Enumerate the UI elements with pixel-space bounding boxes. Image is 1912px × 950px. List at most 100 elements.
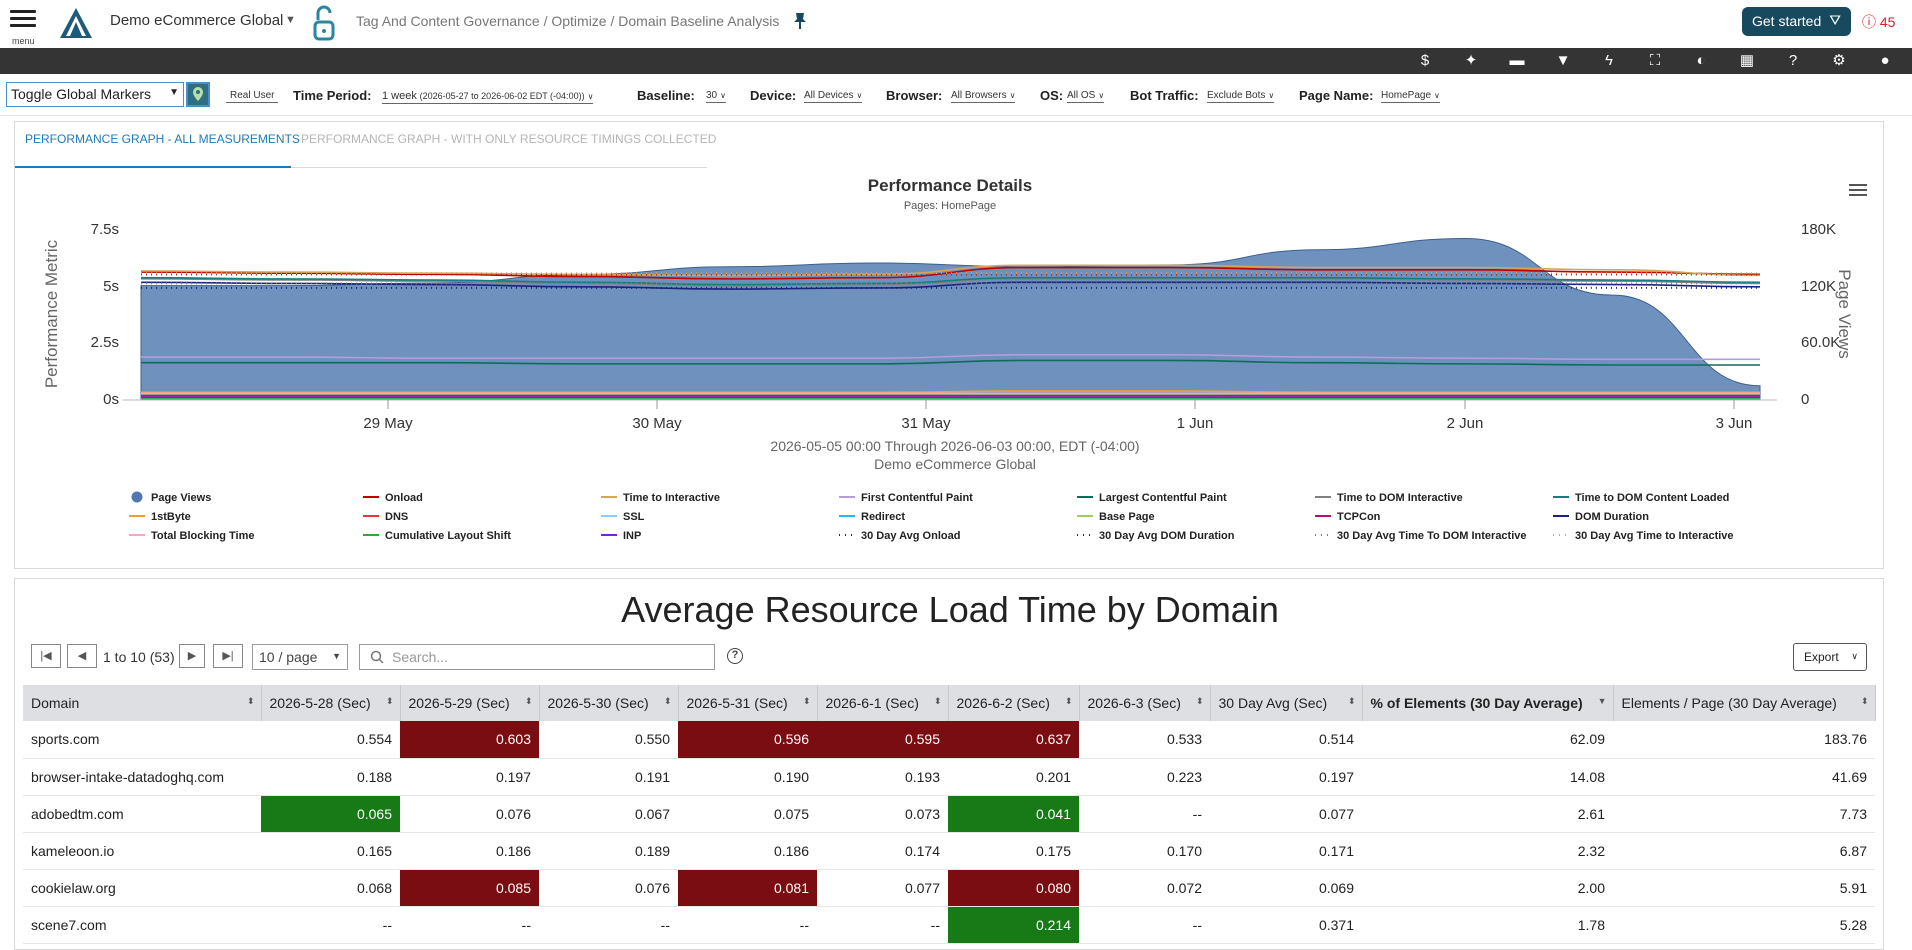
legend-item-label[interactable]: SSL xyxy=(623,511,645,523)
device-select[interactable]: All Devices ∨ xyxy=(804,90,863,103)
legend-item-label[interactable]: 30 Day Avg Time To DOM Interactive xyxy=(1337,530,1527,542)
org-selector[interactable]: Demo eCommerce Global xyxy=(110,12,284,29)
legend-item-label[interactable]: DOM Duration xyxy=(1575,511,1649,523)
get-started-button[interactable]: Get started ⛛ xyxy=(1742,7,1851,36)
sort-icon[interactable]: ⬍ xyxy=(385,696,394,706)
value-cell: 0.595 xyxy=(817,721,948,759)
bot-traffic-value: Exclude Bots xyxy=(1207,90,1266,101)
table-row[interactable]: cookielaw.org 0.068 0.085 0.076 0.081 0.077 0.… xyxy=(23,869,1875,907)
export-button[interactable]: Export ∨ xyxy=(1793,643,1867,671)
column-header[interactable]: Elements / Page (30 Day Average) ⬍ xyxy=(1613,685,1876,721)
tab-resource-timings[interactable]: PERFORMANCE GRAPH - WITH ONLY RESOURCE T… xyxy=(301,132,717,146)
lightning-icon[interactable]: ϟ xyxy=(1605,52,1613,69)
menu-button[interactable]: menu xyxy=(10,6,38,46)
chevron-down-icon: ▼ xyxy=(169,87,179,98)
search-input[interactable]: Search... xyxy=(359,644,715,670)
chart-caption-range: 2026-05-05 00:00 Through 2026-06-03 00:0… xyxy=(770,438,1139,454)
marker-pin-button[interactable] xyxy=(186,82,210,107)
fullscreen-icon[interactable]: ⛶ xyxy=(1649,52,1661,69)
sort-icon[interactable]: ⬍ xyxy=(1195,696,1204,706)
filter-icon[interactable]: ▼ xyxy=(1555,52,1571,69)
column-header[interactable]: 2026-5-31 (Sec) ⬍ xyxy=(678,685,818,721)
prev-page-button[interactable]: ◀ xyxy=(67,644,97,668)
y2-axis-label: Page Views xyxy=(1835,269,1854,358)
user-icon[interactable]: ● xyxy=(1880,52,1890,69)
column-header[interactable]: % of Elements (30 Day Average) ▼ xyxy=(1362,685,1614,721)
legend-item-label[interactable]: Total Blocking Time xyxy=(151,530,255,542)
legend-item-label[interactable]: Time to DOM Interactive xyxy=(1337,492,1463,504)
sort-icon[interactable]: ⬍ xyxy=(524,696,533,706)
sort-icon[interactable]: ⬍ xyxy=(802,696,811,706)
legend-item-label[interactable]: Time to Interactive xyxy=(623,492,720,504)
table-row[interactable]: kameleoon.io 0.165 0.186 0.189 0.186 0.174 0.1… xyxy=(23,832,1875,870)
company-logo[interactable] xyxy=(58,6,94,40)
column-header[interactable]: 2026-6-3 (Sec) ⬍ xyxy=(1079,685,1211,721)
value-cell: 0.223 xyxy=(1079,758,1210,796)
value-cell: 2.00 xyxy=(1362,869,1613,907)
os-select[interactable]: All OS ∨ xyxy=(1067,90,1105,103)
value-cell: 0.214 xyxy=(948,906,1079,944)
sort-icon[interactable]: ⬍ xyxy=(933,696,942,706)
column-header[interactable]: 2026-5-28 (Sec) ⬍ xyxy=(261,685,401,721)
legend-item-label[interactable]: Cumulative Layout Shift xyxy=(385,530,511,542)
device-value: All Devices xyxy=(804,90,854,101)
legend-item-label[interactable]: Time to DOM Content Loaded xyxy=(1575,492,1729,504)
legend-item-label[interactable]: DNS xyxy=(385,511,408,523)
sort-icon[interactable]: ⬍ xyxy=(1860,696,1869,706)
sparkle-icon[interactable]: ✦ xyxy=(1464,52,1478,69)
column-header[interactable]: 30 Day Avg (Sec) ⬍ xyxy=(1210,685,1363,721)
alerts-indicator[interactable]: ⓘ 45 xyxy=(1862,12,1895,32)
table-row[interactable]: scene7.com -- -- -- -- -- 0.214 -- 0.371 1.78 5.28 xyxy=(23,906,1875,944)
legend-item-label[interactable]: Largest Contentful Paint xyxy=(1099,492,1227,504)
sort-desc-icon[interactable]: ▼ xyxy=(1597,696,1607,706)
column-header[interactable]: 2026-6-2 (Sec) ⬍ xyxy=(948,685,1080,721)
real-user-toggle[interactable]: Real User xyxy=(226,90,279,103)
comment-icon[interactable]: ▬ xyxy=(1509,52,1525,69)
chart-menu-icon[interactable] xyxy=(1849,184,1867,198)
last-page-button[interactable]: ▶| xyxy=(213,644,243,668)
legend-item-label[interactable]: TCPCon xyxy=(1337,511,1381,523)
x-tick-label: 31 May xyxy=(901,415,951,432)
first-page-button[interactable]: |◀ xyxy=(31,644,61,668)
legend-item-label[interactable]: Page Views xyxy=(151,492,211,504)
legend-item-label[interactable]: 30 Day Avg Onload xyxy=(861,530,960,542)
global-markers-select[interactable]: Toggle Global Markers ▼ xyxy=(6,82,184,107)
contrast-icon[interactable]: ◐ xyxy=(1696,52,1706,69)
column-header[interactable]: 2026-5-30 (Sec) ⬍ xyxy=(539,685,679,721)
sort-icon[interactable]: ⬍ xyxy=(663,696,672,706)
legend-item-label[interactable]: INP xyxy=(623,530,641,542)
legend-item-label[interactable]: 1stByte xyxy=(151,511,191,523)
legend-item-label[interactable]: 30 Day Avg DOM Duration xyxy=(1099,530,1235,542)
sort-icon[interactable]: ⬍ xyxy=(1064,696,1073,706)
legend-item-label[interactable]: First Contentful Paint xyxy=(861,492,973,504)
legend-item-label[interactable]: Redirect xyxy=(861,511,905,523)
per-page-select[interactable]: 10 / page ▼ xyxy=(252,644,348,670)
time-period-select[interactable]: 1 week (2026-05-27 to 2026-06-02 EDT (-0… xyxy=(382,90,594,104)
table-row[interactable]: sports.com 0.554 0.603 0.550 0.596 0.595 0.637… xyxy=(23,721,1875,759)
table-row[interactable]: adobedtm.com 0.065 0.076 0.067 0.075 0.073 0.0… xyxy=(23,795,1875,833)
time-period-detail: (2026-05-27 to 2026-06-02 EDT (-04:00)) xyxy=(419,91,585,101)
table-row[interactable]: browser-intake-datadoghq.com 0.188 0.197 0.… xyxy=(23,758,1875,796)
browser-select[interactable]: All Browsers ∨ xyxy=(951,90,1016,103)
sort-icon[interactable]: ⬍ xyxy=(246,696,255,706)
tab-all-measurements[interactable]: PERFORMANCE GRAPH - ALL MEASUREMENTS xyxy=(25,132,300,146)
chevron-down-icon[interactable]: ▼ xyxy=(285,14,296,26)
column-header[interactable]: 2026-5-29 (Sec) ⬍ xyxy=(400,685,540,721)
pin-icon[interactable] xyxy=(793,12,807,30)
legend-item-label[interactable]: Base Page xyxy=(1099,511,1155,523)
sort-icon[interactable]: ⬍ xyxy=(1347,696,1356,706)
dollar-icon[interactable]: $ xyxy=(1420,52,1430,69)
column-header[interactable]: Domain ⬍ xyxy=(23,685,262,721)
baseline-select[interactable]: 30 ∨ xyxy=(706,90,726,103)
next-page-button[interactable]: ▶ xyxy=(179,644,205,668)
unlock-icon[interactable] xyxy=(310,4,338,42)
help-icon[interactable]: ? xyxy=(1788,52,1798,69)
help-icon[interactable]: ? xyxy=(727,648,743,664)
gear-icon[interactable]: ⚙ xyxy=(1832,52,1846,69)
legend-item-label[interactable]: 30 Day Avg Time to Interactive xyxy=(1575,530,1734,542)
page-name-select[interactable]: HomePage ∨ xyxy=(1381,90,1440,103)
bot-traffic-select[interactable]: Exclude Bots ∨ xyxy=(1207,90,1275,103)
legend-item-label[interactable]: Onload xyxy=(385,492,423,504)
film-icon[interactable]: ▦ xyxy=(1739,52,1755,69)
column-header[interactable]: 2026-6-1 (Sec) ⬍ xyxy=(817,685,949,721)
